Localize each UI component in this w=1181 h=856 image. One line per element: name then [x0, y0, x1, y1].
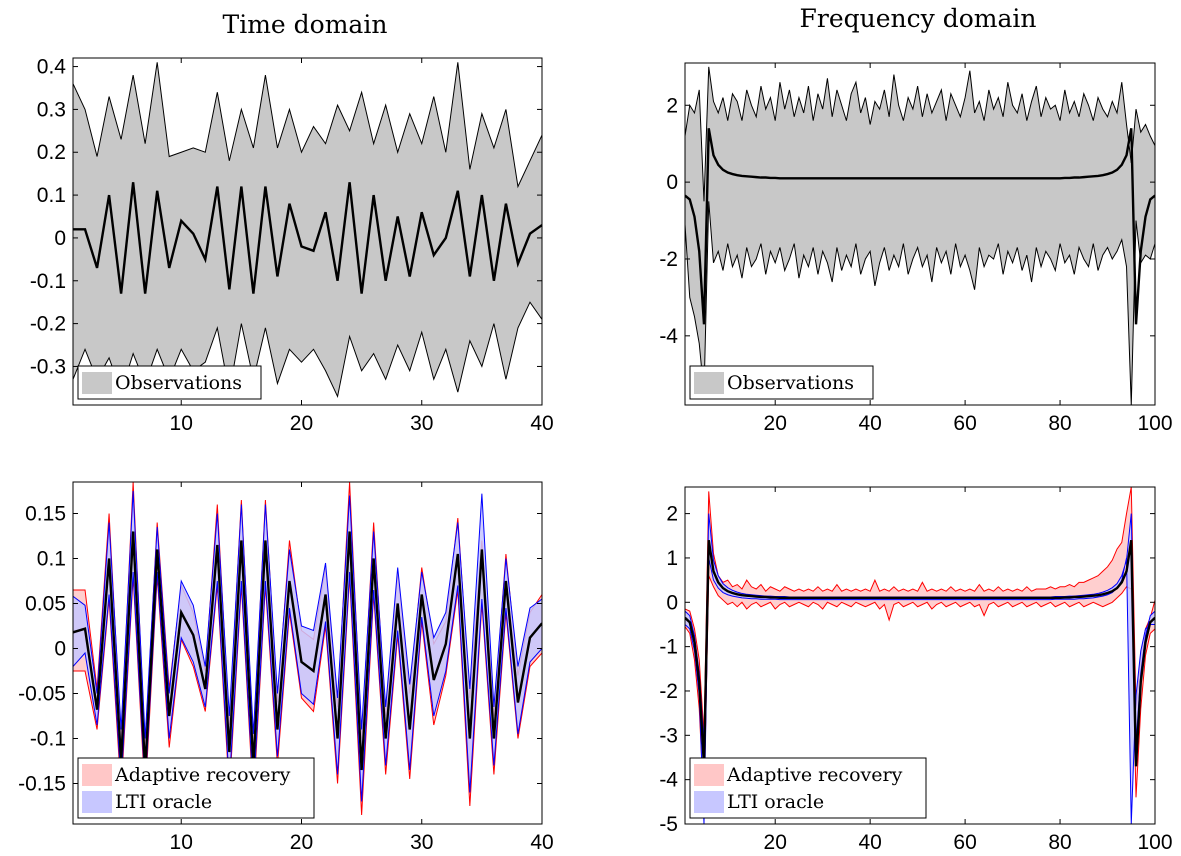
- axes-box: [72, 481, 543, 825]
- y-tick-label: -0.1: [30, 728, 66, 751]
- legend-label: LTI oracle: [115, 791, 212, 813]
- x-tick-label: 30: [410, 412, 433, 435]
- x-tick-label: 10: [170, 412, 193, 435]
- y-tick-label: 2: [666, 94, 678, 117]
- panel-time-recovery: 10 20 30 40 0.15 0.1 0.05 0 -0.05 -0.1 -0.15 Adapti…: [18, 481, 554, 854]
- y-tick-label: -0.2: [30, 313, 66, 336]
- x-tick-label: 100: [1137, 412, 1172, 435]
- x-tick-label: 100: [1137, 831, 1172, 854]
- plot-area: [73, 482, 542, 816]
- x-tick-label: 40: [858, 412, 881, 435]
- y-tick-label: 0: [54, 638, 66, 661]
- y-tick-label: -5: [659, 813, 678, 836]
- x-tick-label: 30: [410, 831, 433, 854]
- y-tick-label: -2: [659, 248, 678, 271]
- band-series-0: [685, 487, 1155, 807]
- legend-swatch: [82, 791, 112, 813]
- x-tick-label: 60: [953, 831, 976, 854]
- y-tick-label: 0.1: [37, 184, 66, 207]
- x-tick-label: 20: [290, 831, 313, 854]
- y-tick-label: -4: [659, 769, 678, 792]
- legend-box: [77, 757, 315, 819]
- mean-line: [73, 182, 542, 294]
- legend: Observations: [77, 365, 262, 400]
- panel-time-observations: 10 20 30 40 0.4 0.3 0.2 0.1 0 -0.1 -0.2 -0.3 Observa…: [30, 56, 554, 435]
- plot-area: [685, 487, 1155, 824]
- legend-swatch: [694, 372, 724, 394]
- y-tick-label: 0.3: [37, 98, 66, 121]
- panel-freq-recovery: 20 40 60 80 100 2 1 0 -1 -2 -3 -4 -5 Adaptive recover…: [659, 486, 1173, 854]
- band-series-0: [73, 62, 542, 399]
- y-tick-label: 2: [666, 503, 678, 526]
- axes-box: [72, 57, 543, 406]
- band-series-1: [73, 490, 542, 802]
- legend-label: Observations: [115, 372, 242, 394]
- legend: Adaptive recovery LTI oracle: [689, 757, 927, 819]
- x-tick-label: 80: [1048, 831, 1071, 854]
- legend-swatch: [82, 372, 112, 394]
- legend-label: Adaptive recovery: [114, 764, 291, 786]
- legend-swatch: [82, 764, 112, 786]
- mean-line: [685, 128, 1155, 325]
- y-tick-label: -0.05: [18, 683, 66, 706]
- y-tick-label: -3: [659, 724, 678, 747]
- x-tick-label: 20: [764, 831, 787, 854]
- col-title-frequency: Frequency domain: [800, 4, 1037, 33]
- panels: 10 20 30 400.40.30.20.10-0.1-0.2-0.3Observa…: [18, 56, 1172, 854]
- y-tick-label: 0: [54, 227, 66, 250]
- y-tick-label: -0.3: [30, 355, 66, 378]
- plot-area: [685, 66, 1155, 405]
- axes-box: [684, 486, 1156, 825]
- band-series-0: [685, 66, 1155, 405]
- plot-area: [73, 62, 542, 399]
- legend-label: Observations: [727, 372, 854, 394]
- mean-line: [685, 540, 1155, 767]
- y-tick-label: 0: [666, 591, 678, 614]
- legend-swatch: [694, 764, 724, 786]
- y-tick-label: 0.15: [25, 503, 66, 526]
- y-tick-label: 0.4: [37, 56, 67, 79]
- y-tick-label: -0.1: [30, 270, 66, 293]
- y-tick-label: 0.1: [37, 548, 66, 571]
- y-tick-label: 0.2: [37, 141, 66, 164]
- y-tick-label: -2: [659, 680, 678, 703]
- y-tick-label: -4: [659, 325, 678, 348]
- x-tick-label: 60: [953, 412, 976, 435]
- legend: Adaptive recovery LTI oracle: [77, 757, 315, 819]
- col-title-time: Time domain: [223, 10, 388, 39]
- y-tick-label: 0: [666, 171, 678, 194]
- x-tick-label: 10: [170, 831, 193, 854]
- x-tick-label: 40: [530, 412, 553, 435]
- y-tick-label: 0.05: [25, 593, 66, 616]
- y-tick-label: 1: [666, 547, 678, 570]
- x-tick-label: 40: [858, 831, 881, 854]
- mean-line: [73, 531, 542, 771]
- x-tick-label: 80: [1048, 412, 1071, 435]
- axes-box: [684, 62, 1156, 406]
- legend-box: [689, 757, 927, 819]
- x-tick-label: 20: [290, 412, 313, 435]
- y-tick-label: -0.15: [18, 773, 66, 796]
- x-tick-label: 20: [764, 412, 787, 435]
- legend-swatch: [694, 791, 724, 813]
- legend-label: Adaptive recovery: [726, 764, 903, 786]
- x-tick-label: 40: [530, 831, 553, 854]
- legend: Observations: [689, 365, 874, 400]
- legend-label: LTI oracle: [727, 791, 824, 813]
- y-tick-label: -1: [659, 636, 678, 659]
